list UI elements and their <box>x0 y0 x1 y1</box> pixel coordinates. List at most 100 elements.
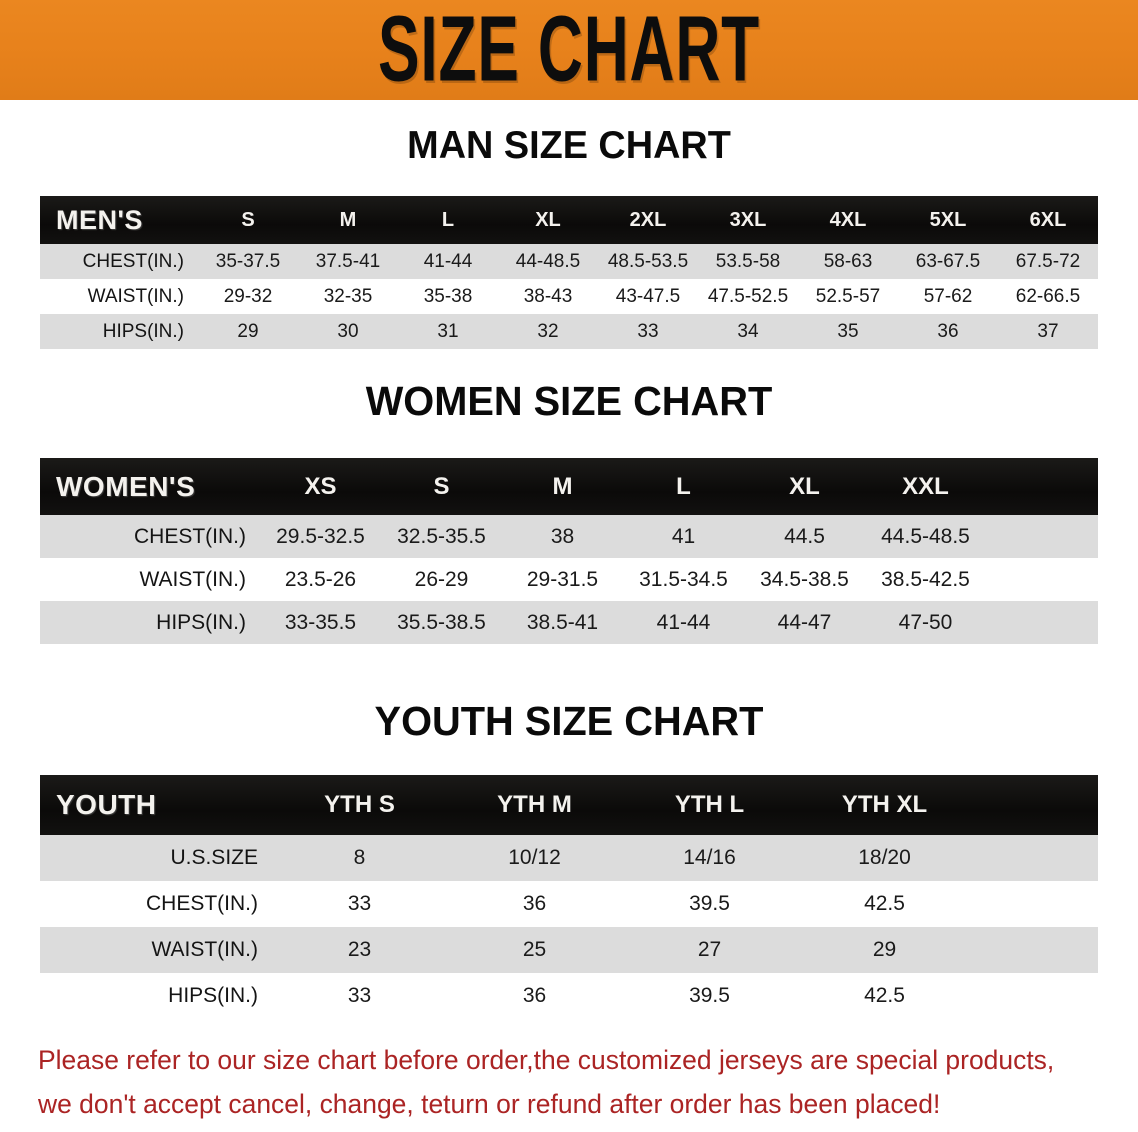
youth-row-label-hips: HIPS(IN.) <box>168 984 258 1007</box>
disclaimer-line-2: we don't accept cancel, change, teturn o… <box>38 1089 941 1119</box>
men-row-label-waist: WAIST(IN.) <box>87 285 184 307</box>
youth-col-header-m: YTH M <box>447 775 622 835</box>
men-chest-5xl: 63-67.5 <box>915 250 981 272</box>
table-row: HIPS(IN.) 33 36 39.5 42.5 <box>40 973 1098 1019</box>
youth-waist-filler <box>972 927 1098 973</box>
youth-ussize-filler <box>972 835 1098 881</box>
youth-col-header-xl: YTH XL <box>797 775 972 835</box>
youth-col-header-l: YTH L <box>622 775 797 835</box>
youth-size-table: YOUTH YTH S YTH M YTH L YTH XL U.S.SIZE … <box>40 775 1098 1019</box>
women-hips-xs: 33-35.5 <box>284 610 357 634</box>
youth-hips-l: 39.5 <box>689 984 730 1007</box>
section-title-youth: YOUTH SIZE CHART <box>374 698 764 744</box>
table-row: CHEST(IN.) 29.5-32.5 32.5-35.5 38 41 44.… <box>40 515 1098 558</box>
men-col-header-2xl: 2XL <box>598 196 698 244</box>
men-header-row: MEN'S S M L XL 2XL 3XL 4XL 5XL 6XL <box>40 196 1098 244</box>
women-corner-label: WOMEN'S <box>40 458 260 515</box>
youth-ussize-xl: 18/20 <box>858 846 911 869</box>
youth-hips-filler <box>972 973 1098 1019</box>
men-hips-l: 31 <box>437 320 459 342</box>
women-col-header-m: M <box>502 458 623 515</box>
youth-corner-label: YOUTH <box>40 775 272 835</box>
men-col-header-4xl: 4XL <box>798 196 898 244</box>
women-waist-m: 29-31.5 <box>526 567 599 591</box>
men-waist-xl: 38-43 <box>523 285 573 307</box>
women-hips-filler <box>986 601 1098 644</box>
men-waist-4xl: 52.5-57 <box>815 285 881 307</box>
women-hips-s: 35.5-38.5 <box>397 610 486 634</box>
table-row: HIPS(IN.) 33-35.5 35.5-38.5 38.5-41 41-4… <box>40 601 1098 644</box>
women-col-header-xxl: XXL <box>865 458 986 515</box>
women-waist-l: 31.5-34.5 <box>639 567 728 591</box>
youth-waist-l: 27 <box>697 938 722 961</box>
youth-ussize-s: 8 <box>353 846 366 869</box>
women-hips-m: 38.5-41 <box>526 610 599 634</box>
youth-hips-xl: 42.5 <box>864 984 905 1007</box>
men-col-header-l: L <box>398 196 498 244</box>
men-hips-4xl: 35 <box>837 320 859 342</box>
women-chest-xl: 44.5 <box>784 524 825 548</box>
men-waist-5xl: 57-62 <box>923 285 973 307</box>
women-waist-s: 26-29 <box>414 567 469 591</box>
men-hips-s: 29 <box>237 320 259 342</box>
table-row: CHEST(IN.) 33 36 39.5 42.5 <box>40 881 1098 927</box>
disclaimer-text: Please refer to our size chart before or… <box>38 1038 1082 1126</box>
men-chest-m: 37.5-41 <box>315 250 381 272</box>
youth-hips-s: 33 <box>347 984 372 1007</box>
youth-chest-filler <box>972 881 1098 927</box>
women-row-label-waist: WAIST(IN.) <box>139 567 246 591</box>
youth-waist-xl: 29 <box>872 938 897 961</box>
women-waist-xs: 23.5-26 <box>284 567 357 591</box>
women-header-row: WOMEN'S XS S M L XL XXL <box>40 458 1098 515</box>
men-hips-2xl: 33 <box>637 320 659 342</box>
men-hips-3xl: 34 <box>737 320 759 342</box>
men-col-header-5xl: 5XL <box>898 196 998 244</box>
women-chest-xxl: 44.5-48.5 <box>881 524 970 548</box>
section-title-women: WOMEN SIZE CHART <box>365 378 773 424</box>
women-header-filler <box>986 458 1098 515</box>
table-row: WAIST(IN.) 23.5-26 26-29 29-31.5 31.5-34… <box>40 558 1098 601</box>
youth-row-label-chest: CHEST(IN.) <box>146 892 258 915</box>
youth-waist-m: 25 <box>522 938 547 961</box>
men-corner-label: MEN'S <box>40 196 198 244</box>
women-chest-filler <box>986 515 1098 558</box>
women-chest-xs: 29.5-32.5 <box>276 524 365 548</box>
page-title: SIZE CHART <box>377 0 761 102</box>
youth-ussize-m: 10/12 <box>508 846 561 869</box>
women-chest-s: 32.5-35.5 <box>397 524 486 548</box>
men-row-label-chest: CHEST(IN.) <box>82 250 184 272</box>
women-row-label-hips: HIPS(IN.) <box>156 610 246 634</box>
section-title-man: MAN SIZE CHART <box>407 124 731 167</box>
youth-col-header-s: YTH S <box>272 775 447 835</box>
men-waist-s: 29-32 <box>223 285 273 307</box>
table-row: WAIST(IN.) 29-32 32-35 35-38 38-43 43-47… <box>40 279 1098 314</box>
men-waist-6xl: 62-66.5 <box>1015 285 1081 307</box>
youth-chest-s: 33 <box>347 892 372 915</box>
disclaimer-line-1: Please refer to our size chart before or… <box>38 1045 1055 1075</box>
youth-header-filler <box>972 775 1098 835</box>
youth-hips-m: 36 <box>522 984 547 1007</box>
women-size-table: WOMEN'S XS S M L XL XXL CHEST(IN.) 29.5-… <box>40 458 1098 644</box>
women-col-header-l: L <box>623 458 744 515</box>
men-waist-m: 32-35 <box>323 285 373 307</box>
youth-header-row: YOUTH YTH S YTH M YTH L YTH XL <box>40 775 1098 835</box>
table-row: WAIST(IN.) 23 25 27 29 <box>40 927 1098 973</box>
men-chest-2xl: 48.5-53.5 <box>607 250 689 272</box>
men-chest-6xl: 67.5-72 <box>1015 250 1081 272</box>
youth-chest-l: 39.5 <box>689 892 730 915</box>
table-row: CHEST(IN.) 35-37.5 37.5-41 41-44 44-48.5… <box>40 244 1098 279</box>
women-chest-m: 38 <box>550 524 575 548</box>
women-waist-xl: 34.5-38.5 <box>760 567 849 591</box>
youth-waist-s: 23 <box>347 938 372 961</box>
men-hips-m: 30 <box>337 320 359 342</box>
youth-row-label-ussize: U.S.SIZE <box>170 846 258 869</box>
youth-row-label-waist: WAIST(IN.) <box>151 938 258 961</box>
men-hips-5xl: 36 <box>937 320 959 342</box>
men-waist-l: 35-38 <box>423 285 473 307</box>
women-col-header-xl: XL <box>744 458 865 515</box>
youth-chest-m: 36 <box>522 892 547 915</box>
women-waist-filler <box>986 558 1098 601</box>
men-chest-xl: 44-48.5 <box>515 250 581 272</box>
men-col-header-3xl: 3XL <box>698 196 798 244</box>
